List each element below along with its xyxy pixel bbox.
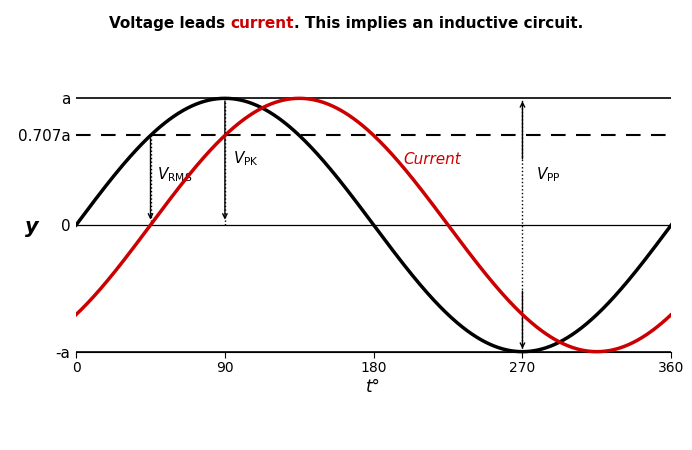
Y-axis label: y: y bbox=[25, 217, 38, 237]
X-axis label: t°: t° bbox=[366, 378, 381, 396]
Text: $V_{\rm PP}$: $V_{\rm PP}$ bbox=[536, 165, 561, 184]
Text: Current: Current bbox=[403, 152, 461, 166]
Text: $V_{\rm PK}$: $V_{\rm PK}$ bbox=[233, 150, 259, 168]
Text: current: current bbox=[230, 16, 294, 31]
Text: . This implies an inductive circuit.: . This implies an inductive circuit. bbox=[294, 16, 583, 31]
Text: $V_{\rm RMS}$: $V_{\rm RMS}$ bbox=[157, 165, 192, 184]
Text: Voltage leads: Voltage leads bbox=[109, 16, 230, 31]
